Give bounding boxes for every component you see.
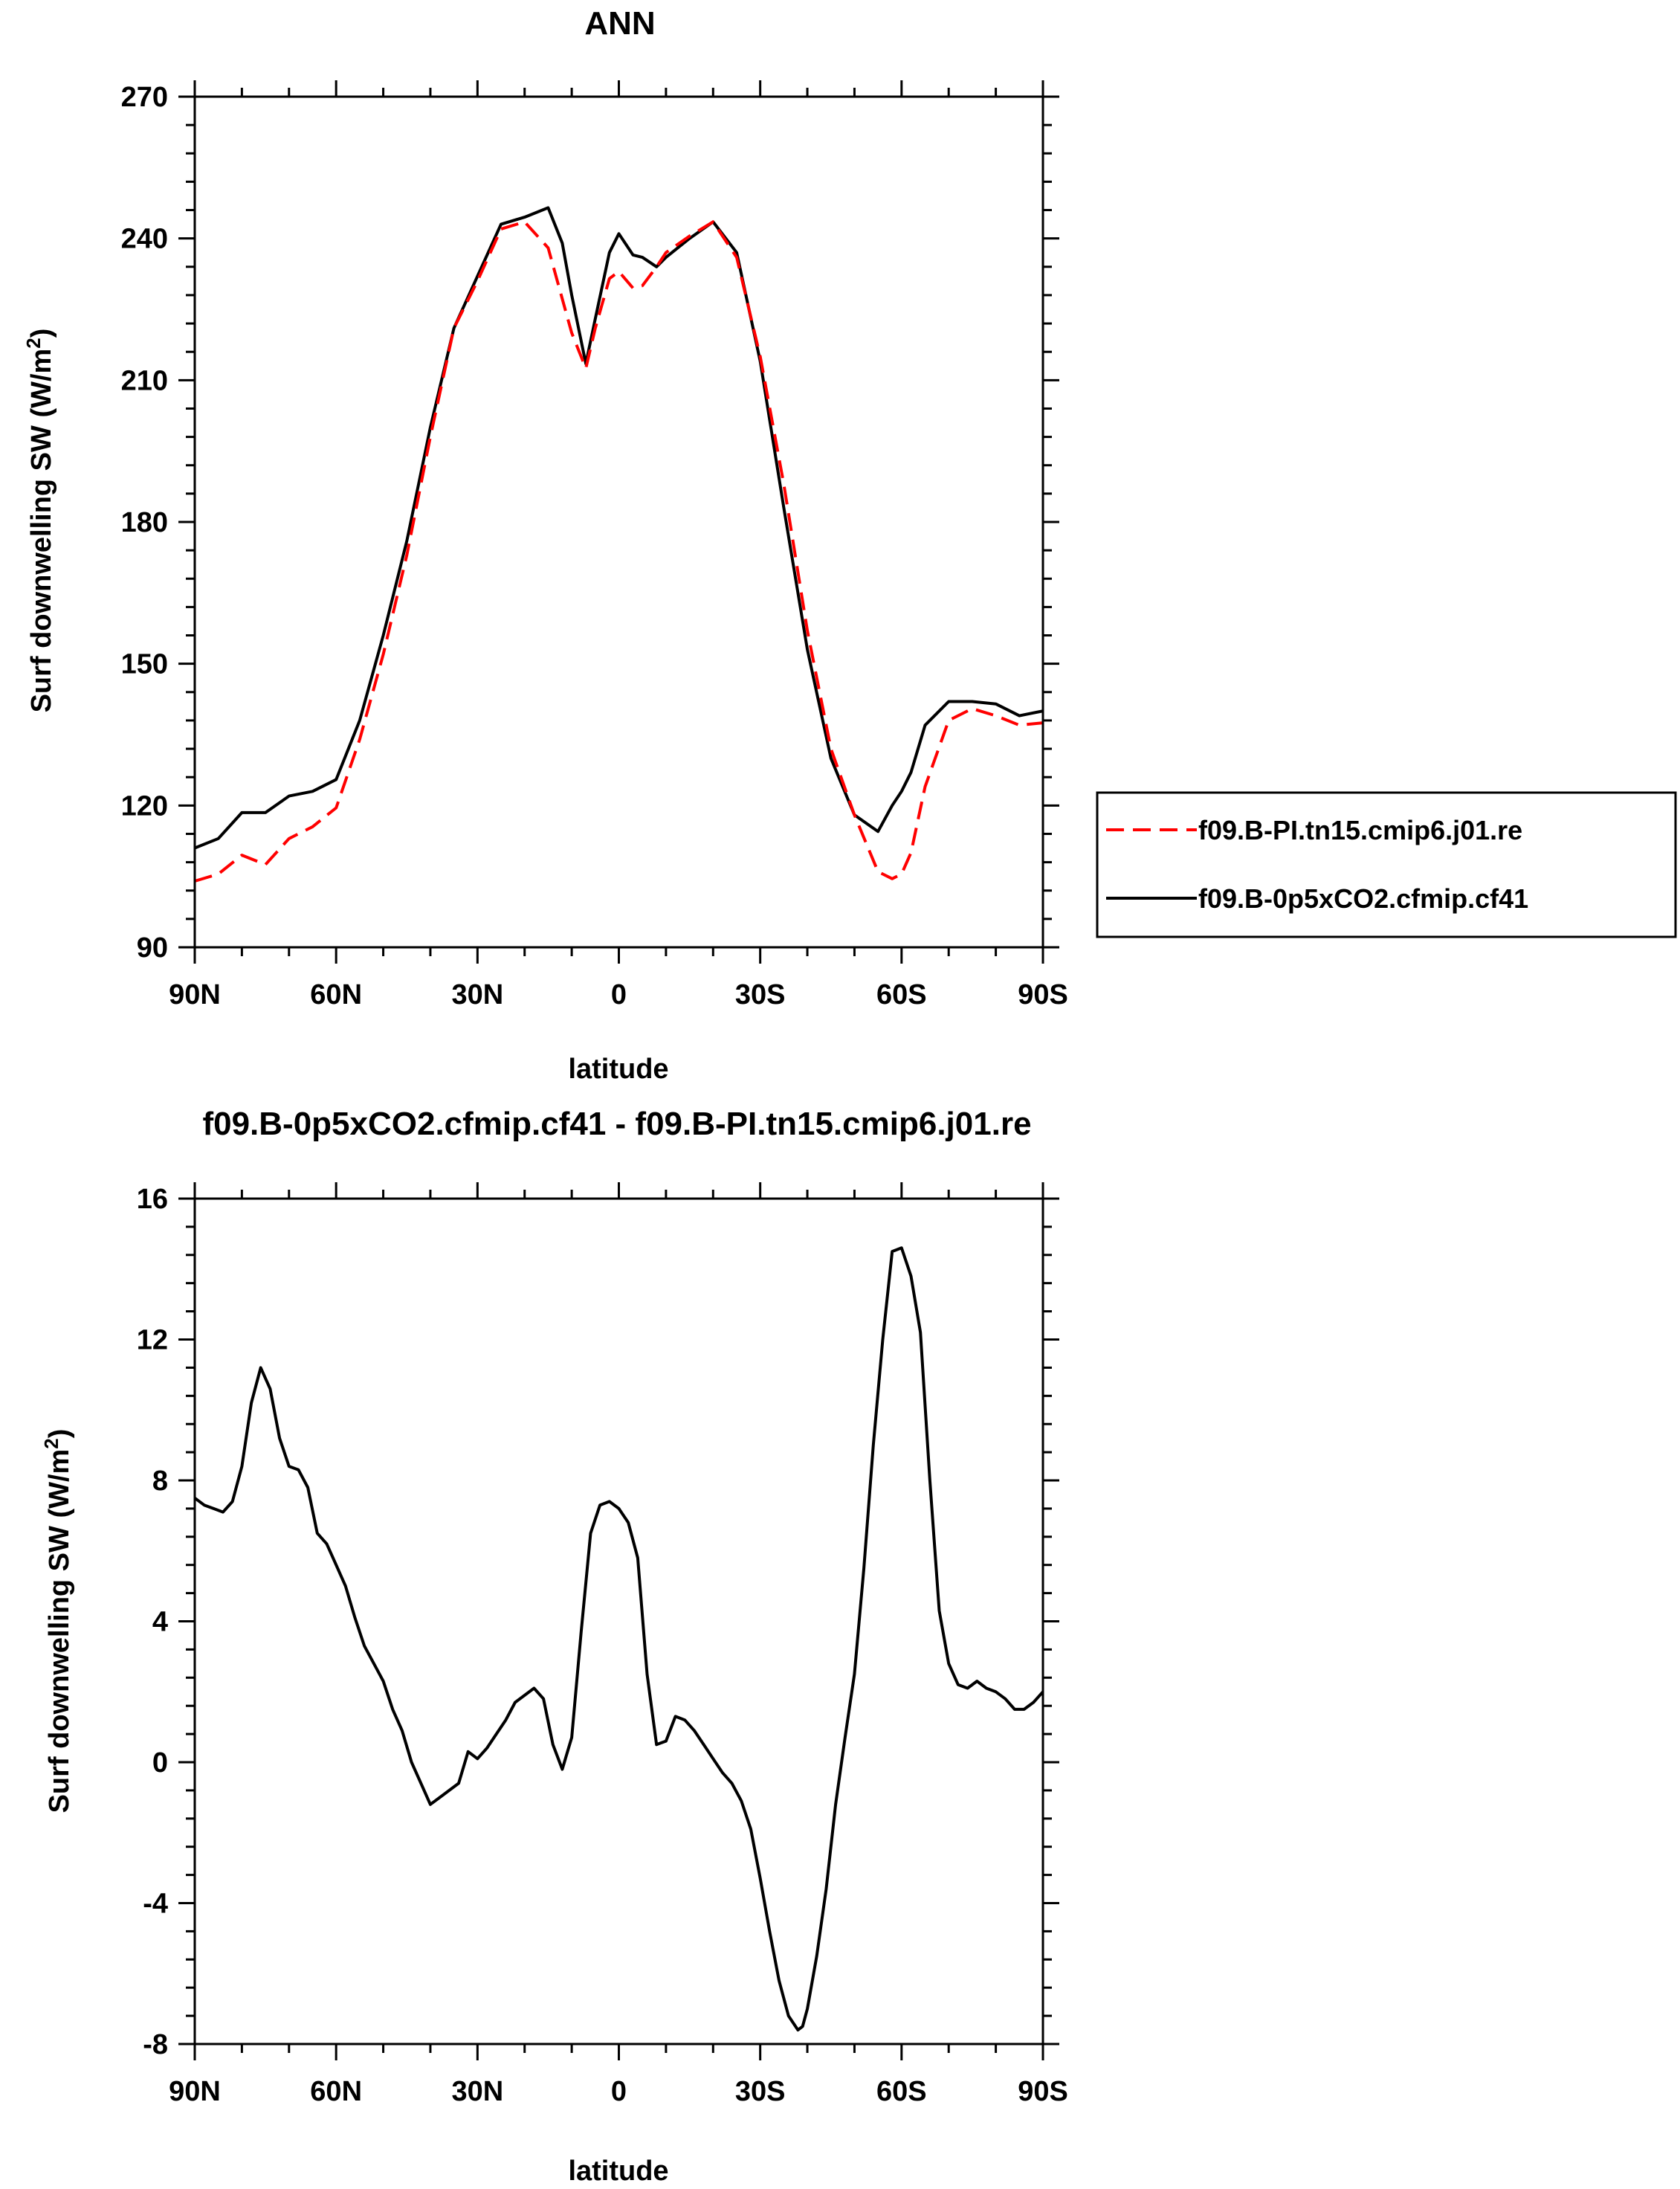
top-plot-frame [193, 95, 1044, 949]
x-tick-label: 90S [1018, 2076, 1068, 2107]
x-tick-label: 30S [735, 979, 786, 1010]
y-tick-label: 210 [121, 365, 168, 396]
x-tick-label: 60S [876, 979, 927, 1010]
top-y-axis-label: Surf downwelling SW (W/m2) [22, 329, 57, 713]
x-tick-label: 30S [735, 2076, 786, 2107]
x-tick-label: 90N [169, 2076, 221, 2107]
y-tick-label: 120 [121, 790, 168, 822]
legend-label-0p5xco2: f09.B-0p5xCO2.cfmip.cf41 [1198, 883, 1528, 914]
x-tick-label: 60N [310, 2076, 362, 2107]
y-tick-label: 8 [152, 1466, 168, 1497]
bottom-series-lines [193, 1246, 1044, 2032]
series-line-0 [194, 220, 1044, 883]
x-tick-label: 30N [451, 2076, 503, 2107]
bottom-x-axis: 90N 60N 30N 0 30S 60S 90S [169, 1182, 1068, 2107]
x-tick-label: 0 [611, 979, 627, 1010]
x-tick-label: 90N [169, 979, 221, 1010]
y-tick-label: 4 [152, 1607, 168, 1638]
legend-box [1096, 791, 1677, 938]
x-tick-label: 30N [451, 979, 503, 1010]
series-line-0 [193, 1246, 1044, 2032]
series-line-1 [194, 206, 1044, 850]
bottom-x-axis-label: latitude [568, 2156, 668, 2187]
y-tick-label: -4 [143, 1889, 168, 1920]
top-x-axis: 90N 60N 30N 0 30S 60S 90S [169, 80, 1068, 1010]
x-tick-label: 0 [611, 2076, 627, 2107]
top-series-lines [194, 206, 1044, 883]
y-tick-label: 12 [137, 1325, 168, 1356]
x-tick-label: 90S [1018, 979, 1068, 1010]
bottom-plot-frame [193, 1197, 1044, 2045]
bottom-y-axis-label-suffix: ) [44, 1429, 75, 1439]
y-tick-label: -8 [143, 2029, 168, 2060]
legend: f09.B-PI.tn15.cmip6.j01.re f09.B-0p5xCO2… [1096, 791, 1677, 938]
y-tick-label: 150 [121, 649, 168, 680]
top-panel: ANN 90 120 150 180 210 240 270 90N 60N 30N 0 30S 60… [22, 5, 1677, 1085]
top-y-axis: 90 120 150 180 210 240 270 [121, 82, 1059, 964]
bottom-y-axis-label: Surf downwelling SW (W/m2) [40, 1429, 75, 1814]
y-tick-label: 240 [121, 224, 168, 255]
y-tick-label: 0 [152, 1747, 168, 1779]
bottom-panel: f09.B-0p5xCO2.cfmip.cf41 - f09.B-PI.tn15… [40, 1106, 1068, 2187]
x-tick-label: 60N [310, 979, 362, 1010]
bottom-y-axis: -8 -4 0 4 8 12 16 [137, 1184, 1059, 2060]
bottom-y-axis-label-text: Surf downwelling SW (W/m [44, 1449, 75, 1814]
y-tick-label: 270 [121, 82, 168, 113]
y-tick-label: 180 [121, 507, 168, 538]
y-tick-label: 16 [137, 1184, 168, 1215]
legend-label-pi: f09.B-PI.tn15.cmip6.j01.re [1198, 815, 1522, 845]
bottom-y-axis-label-superscript: 2 [40, 1438, 62, 1448]
top-x-axis-label: latitude [568, 1054, 668, 1085]
top-y-axis-label-text: Surf downwelling SW (W/m [26, 349, 57, 713]
top-chart-title: ANN [584, 5, 655, 42]
y-tick-label: 90 [137, 932, 168, 964]
top-y-axis-label-suffix: ) [26, 329, 57, 338]
top-y-axis-label-superscript: 2 [22, 338, 45, 348]
bottom-chart-title: f09.B-0p5xCO2.cfmip.cf41 - f09.B-PI.tn15… [202, 1106, 1031, 1142]
x-tick-label: 60S [876, 2076, 927, 2107]
